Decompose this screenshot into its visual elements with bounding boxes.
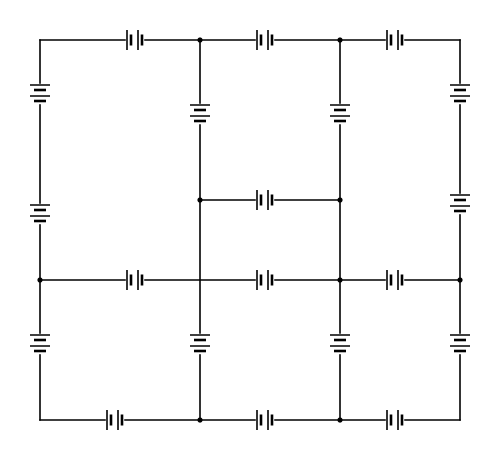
junction-dot [457, 277, 463, 283]
battery-symbol [256, 270, 274, 290]
battery-symbol [330, 104, 350, 123]
battery-symbol [450, 334, 470, 353]
junction-dot [197, 37, 203, 43]
battery-symbol [256, 410, 274, 430]
battery-symbol [126, 270, 144, 290]
junction-dot [337, 417, 343, 423]
battery-symbol [386, 270, 404, 290]
battery-symbol [386, 30, 404, 50]
battery-symbol [450, 84, 470, 103]
batteries [30, 30, 470, 430]
battery-symbol [30, 334, 50, 353]
battery-symbol [126, 30, 144, 50]
junction-dot [337, 37, 343, 43]
battery-symbol [30, 204, 50, 223]
battery-symbol [106, 410, 124, 430]
battery-symbol [30, 84, 50, 103]
battery-symbol [256, 190, 274, 210]
battery-symbol [330, 334, 350, 353]
battery-symbol [190, 104, 210, 123]
battery-symbol [256, 30, 274, 50]
junction-dot [337, 197, 343, 203]
battery-symbol [386, 410, 404, 430]
battery-symbol [450, 194, 470, 213]
junction-dot [197, 417, 203, 423]
wires [39, 39, 461, 421]
junction-dot [337, 277, 343, 283]
junction-dot [197, 197, 203, 203]
junction-dot [37, 277, 43, 283]
junction-nodes [37, 37, 463, 423]
battery-symbol [190, 334, 210, 353]
